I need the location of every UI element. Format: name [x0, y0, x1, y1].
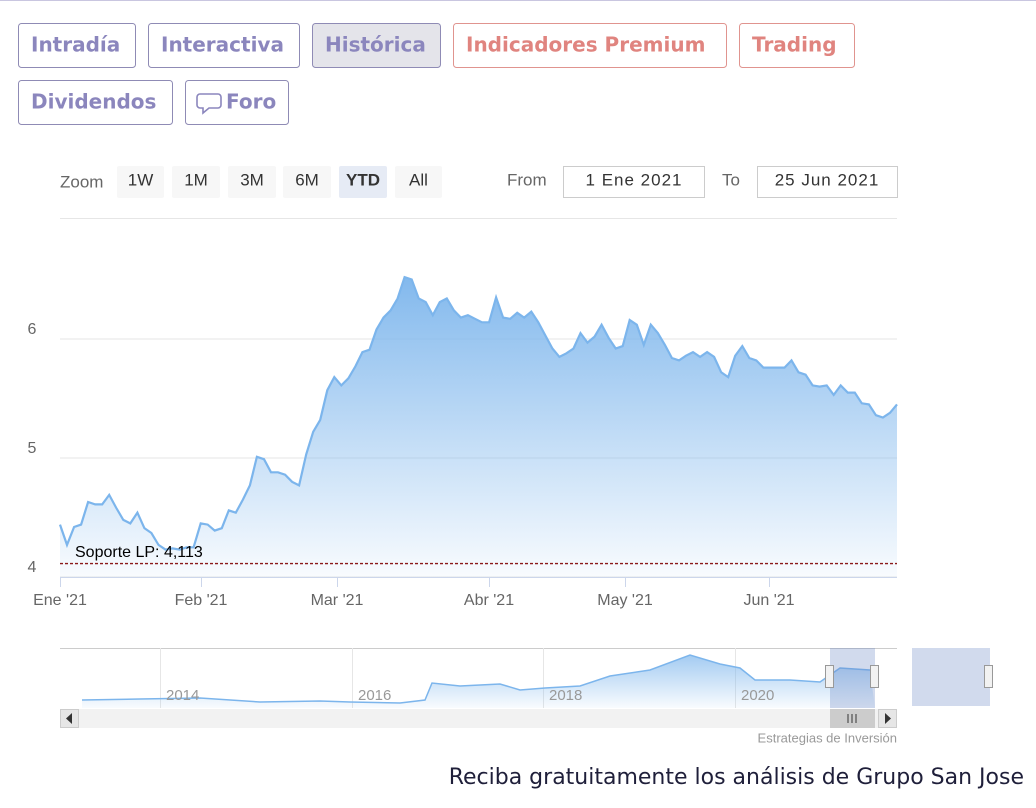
navigator: 2014 2016 2018 2020 [60, 648, 993, 728]
x-tick-label: Feb '21 [175, 592, 228, 609]
zoom-button-label[interactable]: 3M [240, 170, 264, 189]
tab[interactable]: Indicadores Premium [453, 23, 727, 68]
tab-label[interactable]: Trading [752, 33, 837, 57]
x-tick-label: Ene '21 [33, 592, 87, 609]
tab-label[interactable]: Dividendos [31, 90, 156, 114]
navigator-label: 2020 [741, 687, 774, 704]
y-tick-label: 5 [28, 440, 37, 457]
navigator-mask-extra [912, 648, 990, 706]
to-input[interactable]: 25 Jun 2021 [757, 166, 898, 198]
y-tick-label: 4 [28, 559, 37, 576]
footer-text: Reciba gratuitamente los análisis de Gru… [449, 765, 1024, 790]
zoom-button[interactable]: YTD [339, 166, 387, 198]
navigator-handle[interactable] [870, 665, 879, 688]
tab-label[interactable]: Histórica [325, 33, 426, 57]
navigator-label: 2014 [166, 687, 199, 704]
navigator-handle [984, 665, 993, 688]
plot: 4 5 6 Ene '21 Feb '21 Mar '21 Abr '21 May '21 Ju… [28, 218, 898, 609]
tab-label[interactable]: Foro [226, 90, 276, 114]
navigator-label: 2016 [358, 687, 391, 704]
zoom-button-label[interactable]: All [409, 170, 428, 189]
zoom-button[interactable]: 3M [228, 166, 276, 198]
from-value[interactable]: 1 Ene 2021 [586, 170, 683, 189]
y-tick-label: 6 [28, 321, 37, 338]
tab[interactable]: Intradía [18, 23, 136, 68]
x-tick-label: Abr '21 [464, 592, 514, 609]
navigator-area [82, 655, 875, 708]
scrollbar-track[interactable] [60, 709, 897, 728]
price-line [58, 275, 898, 551]
thumb-grip [847, 714, 857, 723]
from-label: From [507, 170, 547, 189]
tab-label[interactable]: Indicadores Premium [466, 33, 705, 57]
chat-icon [196, 93, 222, 115]
tab[interactable]: Dividendos [18, 80, 173, 125]
navigator-line [81, 654, 871, 704]
zoom-label: Zoom [60, 172, 103, 191]
arrow [66, 713, 72, 724]
zoom-button[interactable]: All [395, 166, 442, 198]
zoom-button-label[interactable]: YTD [346, 170, 380, 189]
to-value[interactable]: 25 Jun 2021 [775, 170, 880, 189]
tab[interactable]: Trading [739, 23, 855, 68]
from-input[interactable]: 1 Ene 2021 [563, 166, 705, 198]
zoom-button[interactable]: 1M [172, 166, 220, 198]
navigator-mask[interactable] [830, 648, 875, 708]
x-tick-label: Jun '21 [743, 592, 794, 609]
x-tick-label: May '21 [597, 592, 653, 609]
to-label: To [722, 170, 740, 189]
tab[interactable]: Histórica [312, 23, 441, 68]
tab[interactable]: Interactiva [148, 23, 300, 68]
zoom-button[interactable]: 6M [283, 166, 331, 198]
arrow [885, 713, 891, 724]
tab-label[interactable]: Interactiva [161, 33, 284, 57]
zoom-button-label[interactable]: 6M [295, 170, 319, 189]
navigator-label: 2018 [549, 687, 582, 704]
zoom-button-label[interactable]: 1M [184, 170, 208, 189]
navigator-handle[interactable] [825, 665, 834, 688]
area-fill [60, 277, 897, 577]
credits[interactable]: Estrategias de Inversión [758, 730, 897, 745]
zoom-button-label[interactable]: 1W [128, 170, 154, 189]
support-label: Soporte LP: 4,113 [75, 544, 203, 561]
zoom-button[interactable]: 1W [117, 166, 164, 198]
x-tick-label: Mar '21 [311, 592, 364, 609]
tab[interactable]: Foro [185, 80, 289, 125]
tab-label[interactable]: Intradía [31, 33, 120, 57]
